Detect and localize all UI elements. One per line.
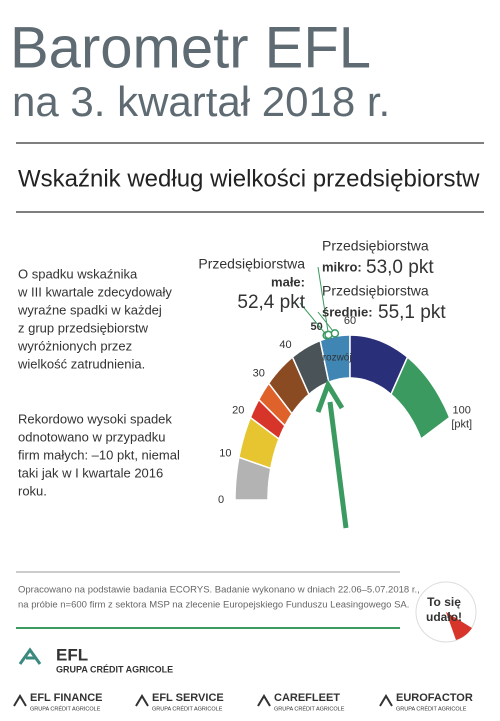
logo-icon	[18, 647, 42, 665]
description-line: firm małych: –10 pkt, niemal	[18, 447, 180, 462]
subtitle: na 3. kwartał 2018 r.	[12, 78, 390, 125]
value-label: 55,1 pkt	[378, 302, 446, 323]
tick-label: 0	[218, 494, 224, 506]
segment-label: rozwój	[323, 352, 352, 363]
value-label: 52,4 pkt	[237, 292, 305, 313]
brand-group: GRUPA CRÉDIT AGRICOLE	[30, 705, 101, 712]
unit-label: [pkt]	[451, 418, 472, 430]
tick-label: 60	[344, 315, 356, 327]
brand-name: CAREFLEET	[274, 692, 340, 704]
brand-group: GRUPA CRÉDIT AGRICOLE	[152, 705, 223, 712]
tick-label: 50	[310, 321, 322, 333]
leader-line	[317, 311, 336, 334]
badge-text: udało!	[426, 610, 462, 624]
note-line: Opracowano na podstawie badania ECORYS. …	[18, 585, 420, 596]
tick-label: 30	[253, 367, 265, 379]
description-line: O spadku wskaźnika	[18, 266, 138, 281]
brand-group: GRUPA CRÉDIT AGRICOLE	[274, 705, 345, 712]
description-line: wielkość zatrudnienia.	[17, 356, 145, 371]
description-line: roku.	[18, 483, 47, 498]
logo-group: GRUPA CRÉDIT AGRICOLE	[56, 664, 173, 674]
tick-label: 10	[219, 448, 231, 460]
badge-text: To się	[427, 595, 461, 609]
brand-group: GRUPA CRÉDIT AGRICOLE	[396, 705, 467, 712]
logo-name: EFL	[56, 645, 88, 664]
description-line: Rekordowo wysoki spadek	[18, 411, 172, 426]
title: Barometr EFL	[10, 15, 371, 80]
tick-label: 20	[232, 404, 244, 416]
marker-name: Przedsiębiorstwa	[322, 238, 429, 254]
marker-group: małe:	[271, 274, 305, 289]
section-title: Wskaźnik według wielkości przedsiębiorst…	[18, 165, 480, 192]
brand-name: EFL SERVICE	[152, 692, 224, 704]
description-line: wyraźne spadki w każdej	[17, 302, 162, 317]
note-line: na próbie n=600 firm z sektora MSP na zl…	[18, 600, 409, 611]
brand-name: EFL FINANCE	[30, 692, 103, 704]
marker-name: Przedsiębiorstwa	[322, 283, 429, 299]
description-line: wyróżnionych przez	[17, 338, 132, 353]
value-label: 53,0 pkt	[366, 257, 434, 278]
marker-group: mikro:	[322, 259, 362, 274]
description-line: taki jak w I kwartale 2016	[18, 465, 163, 480]
gauge-segment	[390, 355, 451, 441]
brand-icon	[257, 694, 271, 707]
gauge: rozwój 0 10 20 30 40 50 60 100 [pkt] Przedsiębiors…	[198, 238, 472, 506]
description-line: odnotowano w przypadku	[18, 429, 165, 444]
brand-icon	[135, 694, 149, 707]
tick-label: 40	[279, 339, 291, 351]
description-line: w III kwartale zdecydowały	[17, 284, 172, 299]
marker-name: Przedsiębiorstwa	[198, 256, 305, 272]
brand-icon	[13, 694, 27, 707]
badge-accent	[446, 612, 472, 640]
marker	[330, 329, 340, 338]
brand-icon	[379, 694, 393, 707]
brand-name: EUROFACTOR	[396, 692, 473, 704]
description: O spadku wskaźnika w III kwartale zdecydo…	[17, 266, 180, 498]
arrow	[327, 401, 349, 529]
tick-label: 100	[453, 404, 471, 416]
leader-line	[299, 302, 328, 336]
footer: Opracowano na podstawie badania ECORYS. …	[13, 581, 477, 712]
arrow-head	[315, 379, 345, 413]
marker-group: średnie:	[322, 304, 373, 319]
description-line: z grup przedsiębiorstw	[18, 320, 149, 335]
